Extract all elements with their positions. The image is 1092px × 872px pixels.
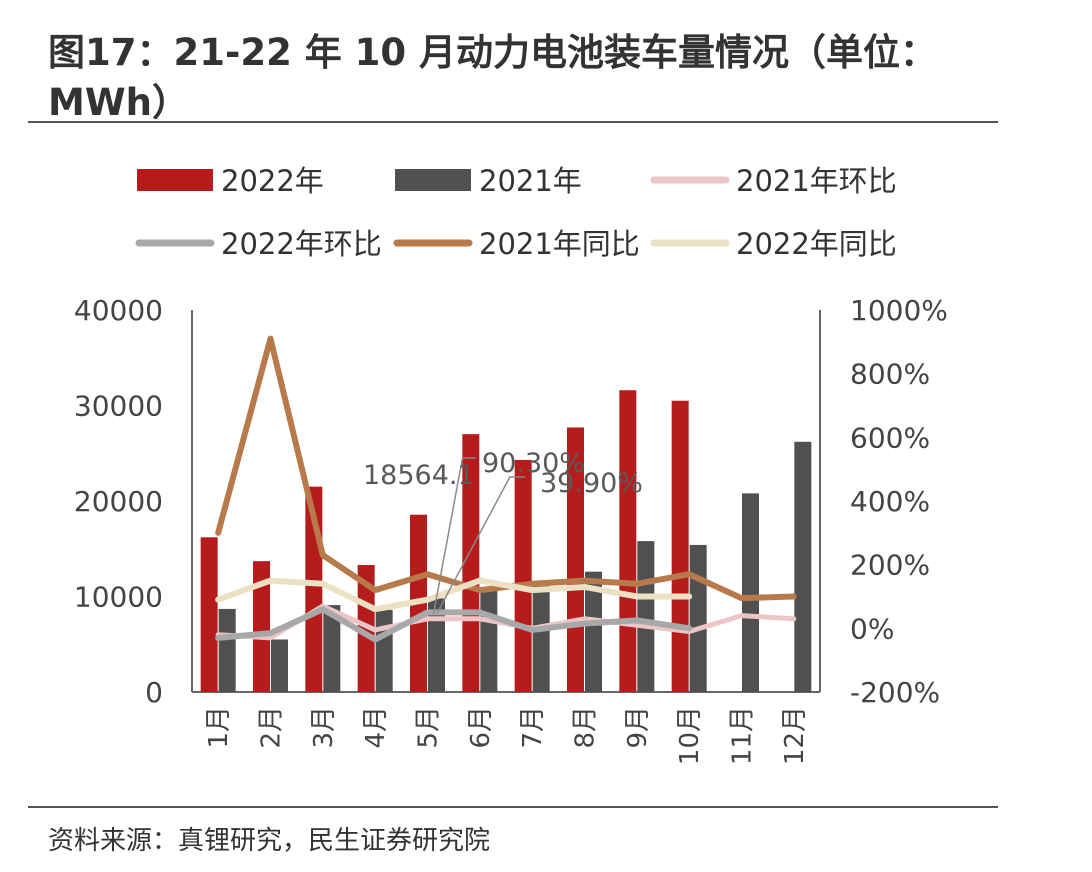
bar-2022年 bbox=[514, 459, 532, 692]
right-y-axis: -200% 0% 200% 400% 600% 800% 1000% bbox=[819, 294, 948, 709]
bar-2022年 bbox=[671, 400, 689, 692]
data-label: 18564.1 bbox=[363, 460, 475, 491]
bar-2021年 bbox=[428, 598, 445, 692]
legend-label: 2021年 bbox=[479, 164, 582, 198]
x-tick-label: 12月 bbox=[780, 706, 810, 765]
bar-2021年 bbox=[532, 585, 550, 692]
bar-2022年 bbox=[619, 390, 637, 692]
bar-2022年 bbox=[253, 561, 270, 692]
x-tick-label: 6月 bbox=[466, 706, 496, 749]
bar-2021年 bbox=[375, 609, 393, 692]
legend-label: 2022年 bbox=[221, 164, 324, 198]
left-tick-label: 30000 bbox=[74, 390, 163, 423]
bar-2021年 bbox=[585, 571, 602, 692]
chart: 2022年 2021年 2021年环比 2022年环比 2021年同比 2022年同比 0… bbox=[74, 164, 948, 765]
right-tick-label: 200% bbox=[850, 549, 930, 582]
bar-2022年 bbox=[200, 537, 218, 692]
legend-swatch bbox=[137, 169, 213, 191]
bar-2021年 bbox=[742, 493, 759, 692]
left-tick-label: 10000 bbox=[74, 581, 163, 614]
line-series bbox=[215, 335, 797, 643]
legend-label: 2021年环比 bbox=[736, 164, 897, 198]
top-divider bbox=[28, 121, 998, 123]
x-tick-label: 9月 bbox=[623, 706, 653, 749]
right-tick-label: -200% bbox=[850, 676, 940, 709]
bar-2021年 bbox=[794, 441, 812, 692]
x-tick-label: 4月 bbox=[361, 706, 391, 749]
right-tick-label: 600% bbox=[850, 421, 930, 454]
bar-2021年 bbox=[480, 586, 498, 692]
left-y-axis: 0 10000 20000 30000 40000 bbox=[74, 294, 193, 709]
bar-2021年 bbox=[218, 608, 236, 692]
x-tick-label: 8月 bbox=[571, 706, 601, 749]
left-tick-label: 20000 bbox=[74, 485, 163, 518]
x-tick-label: 7月 bbox=[518, 706, 548, 749]
left-tick-label: 0 bbox=[145, 676, 163, 709]
x-tick-label: 1月 bbox=[204, 706, 234, 749]
annotation-leader bbox=[432, 457, 476, 615]
x-tick-label: 11月 bbox=[728, 706, 758, 765]
left-tick-label: 40000 bbox=[74, 294, 163, 327]
legend-label: 2022年环比 bbox=[221, 227, 382, 261]
legend-label: 2022年同比 bbox=[736, 227, 897, 261]
bar-2022年 bbox=[462, 434, 480, 692]
source-note: 资料来源：真锂研究，民生证券研究院 bbox=[48, 826, 491, 856]
x-axis: 1月 2月 3月 4月 5月 6月 7月 8月 9月 10月 11月 12月 bbox=[192, 691, 820, 765]
x-tick-label: 3月 bbox=[309, 706, 339, 749]
x-tick-label: 10月 bbox=[675, 706, 705, 765]
bottom-divider bbox=[28, 806, 998, 808]
right-tick-label: 800% bbox=[850, 358, 930, 391]
data-label: 39.90% bbox=[540, 468, 643, 499]
annotations: 18564.1 90.30%39.90% bbox=[363, 448, 643, 615]
right-tick-label: 400% bbox=[850, 485, 930, 518]
right-tick-label: 0% bbox=[850, 612, 894, 645]
bar-2021年 bbox=[637, 541, 655, 692]
annotation-leader bbox=[436, 476, 525, 613]
bar-2021年 bbox=[271, 639, 288, 692]
bar-2021年 bbox=[689, 544, 707, 692]
data-label: 90.30% bbox=[482, 448, 585, 479]
legend-swatch bbox=[395, 169, 471, 191]
chart-title: 图17：21-22 年 10 月动力电池装车量情况（单位：MWh） bbox=[48, 31, 937, 124]
line-2022年环比 bbox=[215, 606, 693, 643]
legend-label: 2021年同比 bbox=[479, 227, 640, 261]
right-tick-label: 1000% bbox=[850, 294, 948, 327]
legend: 2022年 2021年 2021年环比 2022年环比 2021年同比 2022年同比 bbox=[135, 164, 897, 261]
x-tick-label: 2月 bbox=[257, 706, 287, 749]
line-2022年同比 bbox=[215, 577, 693, 613]
bar-2021年 bbox=[323, 605, 341, 692]
x-tick-label: 5月 bbox=[414, 706, 444, 749]
